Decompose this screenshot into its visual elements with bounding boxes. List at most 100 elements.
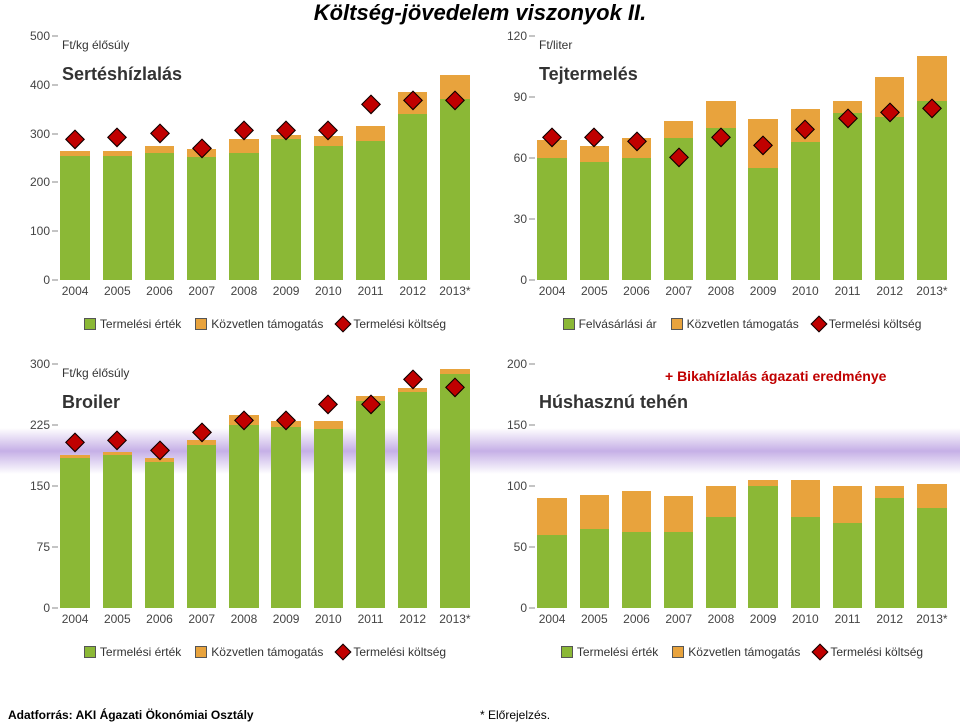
bar-slot [54,455,96,608]
bar-slot [96,452,138,608]
legend-square-icon [671,318,683,330]
footer-left: Adatforrás: AKI Ágazati Ökonómiai Osztál… [8,708,254,722]
x-tick-label: 2007 [658,284,700,302]
bar-slot [911,484,953,608]
bar-slot [138,146,180,280]
stacked-bar [917,56,947,280]
bar-segment-green [706,128,736,281]
chart-broiler: 075150225300Ft/kg élősúlyBroiler20042005… [8,358,478,668]
legend-label: Közvetlen támogatás [211,645,323,659]
diamond-marker-fill [150,124,170,144]
y-tick-label: 120 [507,29,527,43]
bar-slot [869,486,911,608]
x-tick-label: 2011 [826,612,868,630]
bar-slot [700,486,742,608]
legend-item: Közvetlen támogatás [195,645,323,659]
stacked-bar [145,458,175,608]
bar-segment-green [537,158,567,280]
stacked-bar [398,92,428,280]
bar-segment-green [187,445,217,608]
diamond-marker [586,127,603,144]
bar-segment-green [622,532,652,608]
bar-segment-green [580,162,610,280]
bar-segment-green [229,153,259,280]
y-tick-label: 0 [520,273,527,287]
bar-slot [700,101,742,280]
diamond-marker [628,131,645,148]
y-tick-label: 225 [30,418,50,432]
x-tick-label: 2013* [911,612,953,630]
stacked-bar [875,486,905,608]
bar-slot [573,146,615,280]
bar-segment-green [537,535,567,608]
legend-diamond-icon [335,644,352,661]
bar-segment-green [833,113,863,280]
x-tick-label: 2011 [349,612,391,630]
bar-segment-green [875,117,905,280]
stacked-bar [60,455,90,608]
x-tick-label: 2009 [742,612,784,630]
bar-segment-orange [875,486,905,498]
bar-segment-green [314,429,344,608]
bar-segment-orange [229,139,259,154]
stacked-bar [664,496,694,608]
stacked-bar [706,486,736,608]
bar-slot [573,495,615,608]
bar-segment-orange [664,496,694,533]
bar-segment-green [271,139,301,280]
y-tick-label: 150 [30,479,50,493]
y-tick-label: 100 [507,479,527,493]
chart-subtitle: Tejtermelés [539,64,638,85]
stacked-bar [748,480,778,608]
legend-label: Termelési költség [830,645,923,659]
bar-slot [531,140,573,280]
legend-label: Termelési költség [353,645,446,659]
legend-label: Közvetlen támogatás [687,317,799,331]
bar-segment-green [314,146,344,280]
diamond-marker-fill [107,127,127,147]
y-tick-label: 50 [514,540,527,554]
bar-slot [784,480,826,608]
bar-segment-green [440,99,470,280]
bar-slot [349,126,391,280]
unit-label: Ft/liter [539,38,572,52]
bar-slot [742,119,784,280]
legend-square-icon [195,646,207,658]
legend: Termelési értékKözvetlen támogatásTermel… [54,636,476,668]
bar-slot [531,498,573,608]
legend-item: Közvetlen támogatás [672,645,800,659]
chart-subtitle: Sertéshízlalás [62,64,182,85]
diamond-marker-fill [234,120,254,140]
stacked-bar [145,146,175,280]
stacked-bar [791,480,821,608]
x-axis: 2004200520062007200820092010201120122013… [531,612,953,630]
bar-slot [265,421,307,608]
x-tick-label: 2008 [223,284,265,302]
x-tick-label: 2004 [54,612,96,630]
bar-slot [138,458,180,608]
bar-segment-orange [622,491,652,532]
y-tick-label: 150 [507,418,527,432]
x-axis: 2004200520062007200820092010201120122013… [54,612,476,630]
y-tick-label: 100 [30,224,50,238]
legend-label: Termelési költség [353,317,446,331]
x-tick-label: 2006 [138,612,180,630]
bar-segment-orange [833,486,863,523]
bar-segment-orange [917,484,947,508]
x-tick-label: 2012 [392,284,434,302]
bar-segment-green [917,508,947,608]
stacked-bar [271,135,301,280]
legend: Termelési értékKözvetlen támogatásTermel… [54,308,476,340]
x-tick-label: 2005 [573,612,615,630]
bar-slot [54,151,96,280]
bar-segment-orange [356,126,386,141]
x-tick-label: 2013* [434,284,476,302]
diamond-marker-fill [318,394,338,414]
stacked-bar [60,151,90,280]
diamond-marker-fill [107,431,127,451]
diamond-marker [362,95,379,112]
diamond-marker-fill [65,432,85,452]
page: Költség-jövedelem viszonyok II. 01002003… [0,0,960,724]
bar-segment-orange [917,56,947,101]
bar-segment-green [60,458,90,608]
